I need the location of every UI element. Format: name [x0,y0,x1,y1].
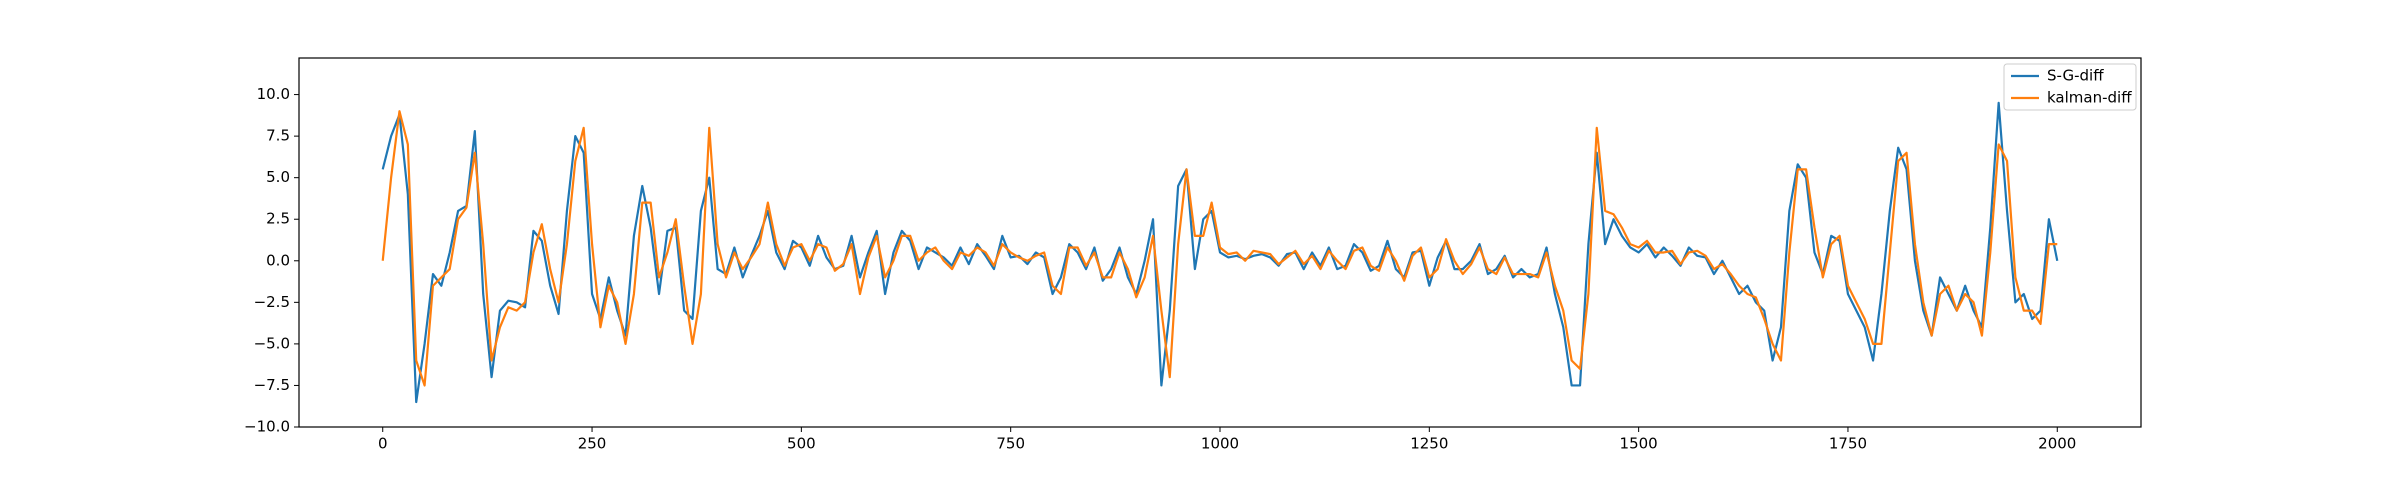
y-tick-label: −7.5 [254,376,290,394]
x-tick-label: 1250 [1410,435,1448,453]
line [381,101,2059,404]
x-tick-label: 1750 [1829,435,1867,453]
y-tick-label: 0.0 [266,251,290,269]
x-tick-label: 2000 [2038,435,2076,453]
y-tick-label: −5.0 [254,334,290,352]
x-tick-label: 0 [378,435,388,453]
y-tick-label: 10.0 [257,85,290,103]
y-tick-label: 2.5 [266,210,290,228]
legend-label: S-G-diff [2047,67,2104,85]
y-tick-label: −10.0 [244,418,290,436]
x-tick-label: 1500 [1620,435,1658,453]
legend-label: kalman-diff [2047,89,2132,107]
line [381,110,2058,387]
x-tick-label: 1000 [1201,435,1239,453]
y-tick-label: 7.5 [266,127,290,145]
axes-frame [298,57,2142,428]
x-tick-label: 750 [996,435,1025,453]
y-tick-label: 5.0 [266,168,290,186]
x-tick-label: 250 [578,435,607,453]
y-tick-label: −2.5 [254,293,290,311]
x-tick-label: 500 [787,435,816,453]
